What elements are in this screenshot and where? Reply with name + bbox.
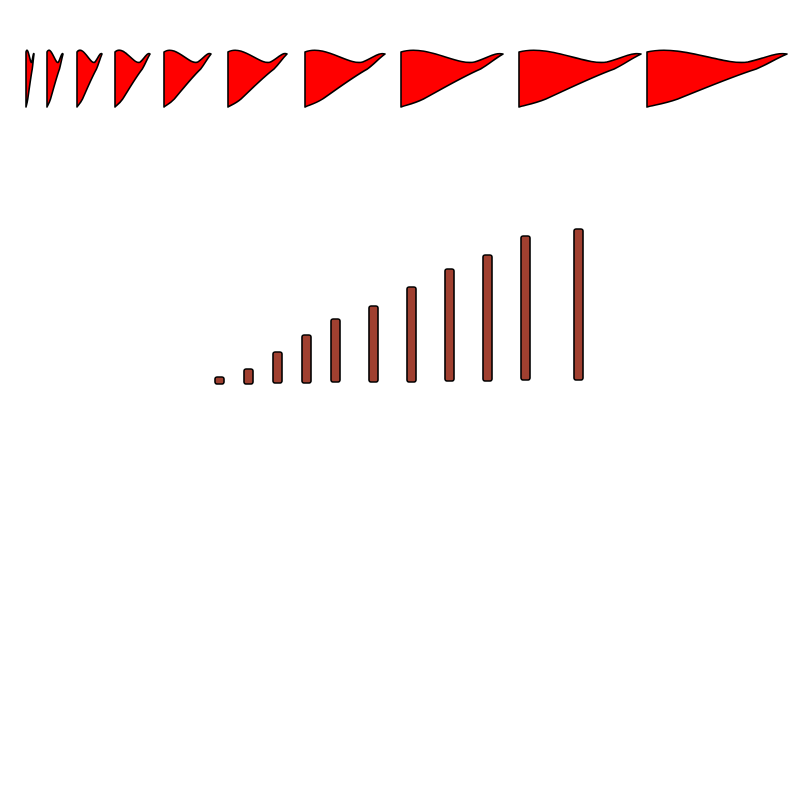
flag-frame [646, 49, 788, 108]
pole-frame [243, 368, 254, 385]
pole-sprite-row [214, 228, 584, 385]
pole-frame [368, 305, 379, 383]
flag-frame [518, 49, 642, 108]
flag-frame [163, 49, 212, 108]
pole-frame [406, 286, 417, 383]
flag-frame [25, 49, 35, 108]
pole-frame [520, 235, 531, 381]
pole-frame [330, 318, 341, 383]
pole-frame [214, 376, 225, 385]
flag-frame [114, 49, 151, 108]
flag-sprite-row [25, 49, 788, 108]
pole-frame [272, 351, 283, 384]
pole-frame [573, 228, 584, 381]
pole-frame [482, 254, 493, 382]
flag-frame [304, 49, 386, 108]
flag-frame [76, 49, 103, 108]
pole-frame [444, 268, 455, 382]
flag-frame [400, 49, 504, 108]
flag-frame [227, 49, 288, 108]
pole-frame [301, 334, 312, 384]
flag-frame [46, 49, 64, 108]
